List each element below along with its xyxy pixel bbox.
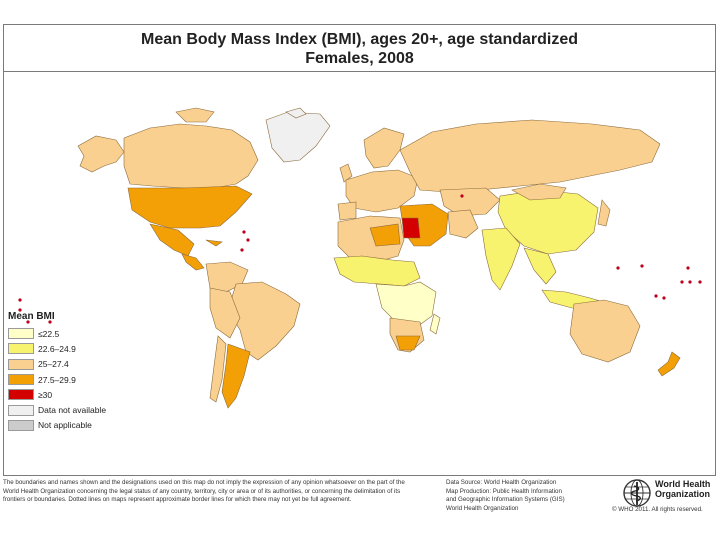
island-marker [246,238,250,242]
legend-label: 27.5–29.9 [38,374,76,385]
legend-swatch [8,358,34,370]
legend-item: 22.6–24.9 [8,341,168,356]
country-madagascar [429,313,441,335]
legend-swatch [8,404,34,416]
country-iran [447,209,479,239]
country-south-africa [395,335,421,351]
title-box: Mean Body Mass Index (BMI), ages 20+, ag… [4,25,715,72]
country-alaska [77,135,125,173]
legend-item: Not applicable [8,418,168,433]
footer: The boundaries and names shown and the d… [0,476,720,540]
island-marker [662,296,666,300]
country-canada [123,123,259,189]
credit-line: and Geographic Information Systems (GIS) [446,496,565,504]
country-central-america [181,253,205,271]
country-canada-arctic [175,107,215,123]
legend-swatch [8,374,34,386]
org-name-line: Organization [655,489,711,499]
country-kazakhstan [439,187,501,217]
country-libya [369,223,401,247]
legend-item: Data not available [8,402,168,417]
legend-title: Mean BMI [8,311,55,322]
country-greenland [265,111,331,163]
island-marker [18,298,22,302]
country-uk [339,163,353,183]
credit-line: Map Production: Public Health Informatio… [446,487,562,495]
island-marker [460,194,464,198]
legend-item: ≤22.5 [8,326,168,341]
legend-swatch [8,419,34,431]
country-australia [569,299,641,363]
disclaimer-text: The boundaries and names shown and the d… [3,479,405,504]
map-title: Mean Body Mass Index (BMI), ages 20+, ag… [140,31,578,48]
who-logo: World Health Organization [622,478,718,508]
country-peru-bolivia [209,287,241,339]
country-mexico [149,223,195,257]
country-japan [597,199,611,227]
country-central-africa [375,281,437,327]
countries-layer [77,107,681,409]
country-iberia [337,201,357,221]
who-emblem-icon [623,479,651,507]
island-marker [698,280,702,284]
map-subtitle: Females, 2008 [305,50,414,67]
legend-label: 25–27.4 [38,359,69,370]
who-name: World Health Organization [655,479,710,499]
island-marker [686,266,690,270]
island-marker [654,294,658,298]
legend-label: Data not available [38,405,107,416]
country-russia [399,119,661,193]
island-marker [640,264,644,268]
island-marker [242,230,246,234]
legend-label: ≥30 [38,389,53,400]
legend-item: 27.5–29.9 [8,372,168,387]
legend-item: 25–27.4 [8,357,168,372]
credits: Data Source: World Health Organization M… [446,479,606,513]
country-cuba [205,239,223,247]
credit-line: Data Source: World Health Organization [446,479,557,486]
island-marker [616,266,620,270]
island-marker [18,308,22,312]
island-marker [240,248,244,252]
island-marker [26,320,30,324]
island-marker [680,280,684,284]
island-markers [18,194,702,324]
legend-item: ≥30 [8,387,168,402]
legend-swatch [8,389,34,401]
country-chile [209,335,227,403]
country-new-zealand [657,351,681,377]
island-marker [688,280,692,284]
country-southeast-asia [523,247,557,285]
country-argentina [221,343,251,409]
country-scandinavia [363,127,405,169]
org-name-line: World Health [655,479,711,489]
copyright: © WHO 2011. All rights reserved. [612,506,703,513]
country-sahel [333,255,421,287]
country-europe [345,169,419,213]
credit-line: World Health Organization [446,504,519,512]
legend-label: Not applicable [38,420,92,431]
country-india [481,227,521,291]
legend-label: ≤22.5 [38,328,60,339]
island-marker [48,320,52,324]
country-china [497,189,599,255]
legend-swatch [8,343,34,355]
world-map [18,107,702,409]
legend-swatch [8,328,34,340]
legend-items: ≤22.5 22.6–24.9 25–27.4 27.5–29.9 ≥30 Data no… [8,326,168,433]
country-antarctica-ice [285,107,307,119]
legend: Mean BMI ≤22.5 22.6–24.9 25–27.4 27.5–29.9 ≥… [8,311,168,433]
country-usa [127,185,253,229]
legend-label: 22.6–24.9 [38,343,76,354]
country-egypt [401,217,421,239]
country-mongolia [511,183,567,201]
